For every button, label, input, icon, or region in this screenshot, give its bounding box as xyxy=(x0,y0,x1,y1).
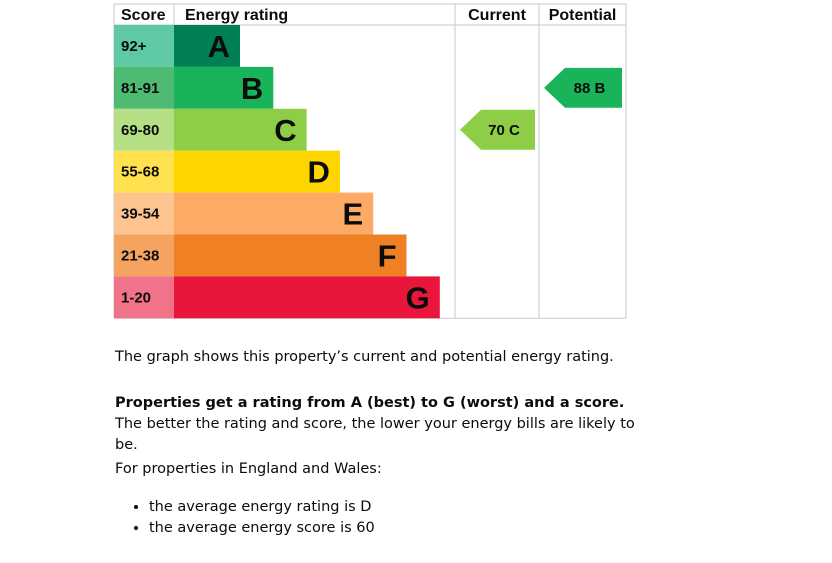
average-score-item: the average energy score is 60 xyxy=(149,518,689,539)
score-range-a: 92+ xyxy=(121,38,147,55)
average-rating-item: the average energy rating is D xyxy=(149,497,689,518)
score-cell-f xyxy=(114,234,174,277)
rating-letter-a: A xyxy=(208,29,230,64)
score-range-d: 55-68 xyxy=(121,164,159,181)
score-cell-d xyxy=(114,150,174,193)
header-score: Score xyxy=(121,7,166,24)
rating-bar-b xyxy=(174,66,274,109)
current-rating-arrow xyxy=(460,109,535,150)
header-current: Current xyxy=(468,7,526,24)
potential-rating-arrow xyxy=(544,67,622,108)
rating-letter-c: C xyxy=(274,113,296,148)
rating-explanation-bold: Properties get a rating from A (best) to… xyxy=(115,395,625,411)
score-cell-e xyxy=(114,192,174,235)
rating-letter-g: G xyxy=(406,280,430,315)
rating-explanation-rest: The better the rating and score, the low… xyxy=(115,416,635,453)
current-rating-label: 70 C xyxy=(488,122,520,139)
energy-rating-chart: Score Energy rating Current Potential 92+ A 81… xyxy=(113,3,627,319)
rating-bar-d xyxy=(174,150,340,193)
score-range-b: 81-91 xyxy=(121,80,159,97)
rating-bar-g xyxy=(174,276,440,319)
rating-bar-a xyxy=(174,25,240,67)
score-range-c: 69-80 xyxy=(121,122,159,139)
score-range-e: 39-54 xyxy=(121,206,160,223)
header-potential: Potential xyxy=(549,7,617,24)
rating-explanation: Properties get a rating from A (best) to… xyxy=(115,393,655,456)
average-list: the average energy rating is D the avera… xyxy=(115,497,689,539)
rating-bar-c xyxy=(174,108,307,151)
score-cell-b xyxy=(114,66,174,109)
score-cell-g xyxy=(114,276,174,319)
rating-bar-e xyxy=(174,192,374,235)
score-cell-c xyxy=(114,108,174,151)
potential-rating-label: 88 B xyxy=(574,80,606,97)
rating-bar-f xyxy=(174,234,407,277)
rating-letter-b: B xyxy=(241,71,263,106)
rating-letter-e: E xyxy=(343,197,364,232)
score-range-f: 21-38 xyxy=(121,247,159,264)
score-range-g: 1-20 xyxy=(121,289,151,306)
chart-description: The graph shows this property’s current … xyxy=(115,349,614,365)
region-intro: For properties in England and Wales: xyxy=(115,461,382,477)
header-energy-rating: Energy rating xyxy=(185,7,288,24)
rating-letter-d: D xyxy=(308,155,330,190)
score-cell-a xyxy=(114,25,174,67)
rating-letter-f: F xyxy=(378,238,397,273)
